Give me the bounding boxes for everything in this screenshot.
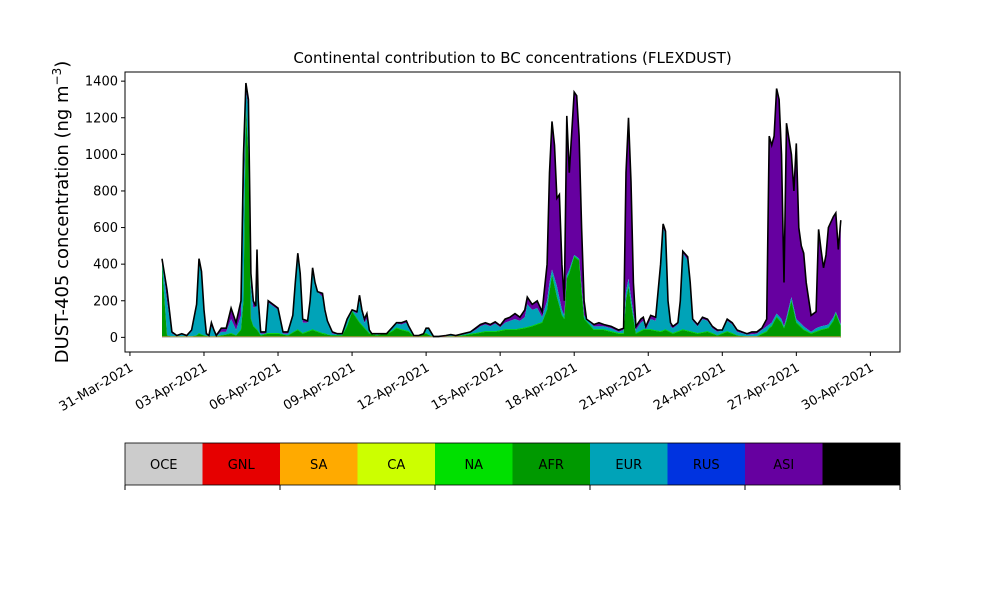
- y-tick-label: 600: [93, 221, 118, 236]
- x-tick-label: 12-Apr-2021: [355, 360, 432, 413]
- legend-swatch-ca: [357, 443, 435, 485]
- legend-label-sa: SA: [310, 458, 327, 473]
- chart-title: Continental contribution to BC concentra…: [293, 49, 731, 67]
- legend-swatch-rus: [667, 443, 745, 485]
- legend-label-na: NA: [464, 458, 483, 473]
- x-tick-label: 15-Apr-2021: [429, 360, 506, 413]
- legend-label-oce: OCE: [150, 458, 178, 473]
- y-tick-label: 400: [93, 258, 118, 273]
- y-axis: 0 200 400 600 800 1000 1200 1400: [85, 75, 125, 346]
- y-axis-label-main: DUST-405 concentration (ng m: [52, 85, 73, 363]
- y-tick-label: 1400: [85, 75, 118, 90]
- y-axis-label: DUST-405 concentration (ng m−3): [50, 61, 73, 364]
- y-tick-label: 1200: [85, 111, 118, 126]
- series-area-na: [162, 107, 841, 338]
- y-axis-label-superscript: −3: [50, 68, 64, 86]
- line-layers: [161, 82, 842, 338]
- legend-label-ca: CA: [387, 458, 405, 473]
- legend-swatch-na: [435, 443, 513, 485]
- legend-label-aus: AUS: [848, 458, 875, 473]
- legend-swatch-aus: [822, 443, 900, 485]
- x-tick-label: 27-Apr-2021: [725, 360, 802, 413]
- y-tick-label: 1000: [85, 148, 118, 163]
- x-tick-label: 06-Apr-2021: [207, 360, 284, 413]
- legend-swatch-eur: [590, 443, 668, 485]
- y-tick-label: 200: [93, 294, 118, 309]
- legend-colorbar: OCE GNL SA CA NA AFR EUR RUS ASI AUS: [124, 442, 901, 490]
- legend-label-afr: AFR: [539, 458, 564, 473]
- axes-frame: [124, 71, 901, 353]
- legend-label-eur: EUR: [615, 458, 642, 473]
- x-tick-label: 31-Mar-2021: [57, 360, 136, 414]
- x-axis: 31-Mar-202103-Apr-202106-Apr-202109-Apr-…: [57, 352, 876, 415]
- x-tick-label: 09-Apr-2021: [281, 360, 358, 413]
- series-area-eur: [162, 90, 841, 337]
- legend-swatch-sa: [280, 443, 358, 485]
- legend-label-gnl: GNL: [228, 458, 256, 473]
- legend-label-rus: RUS: [693, 458, 720, 473]
- legend-frame: [124, 442, 901, 486]
- series-line-total: [161, 82, 842, 338]
- legend-swatch-afr: [512, 443, 590, 485]
- y-axis-label-tail: ): [52, 61, 73, 68]
- x-tick-label: 03-Apr-2021: [133, 360, 210, 413]
- series-area-asi: [162, 83, 841, 337]
- x-tick-label: 21-Apr-2021: [577, 360, 654, 413]
- series-area-afr: [162, 108, 841, 338]
- legend-swatch-oce: [125, 443, 203, 485]
- x-tick-label: 30-Apr-2021: [799, 360, 876, 413]
- x-tick-label: 24-Apr-2021: [651, 360, 728, 413]
- y-tick-label: 0: [110, 331, 118, 346]
- legend-swatch-asi: [745, 443, 823, 485]
- y-tick-label: 800: [93, 184, 118, 199]
- area-layers: [162, 83, 841, 338]
- legend-swatch-gnl: [202, 443, 280, 485]
- legend-label-asi: ASI: [773, 458, 794, 473]
- x-tick-label: 18-Apr-2021: [503, 360, 580, 413]
